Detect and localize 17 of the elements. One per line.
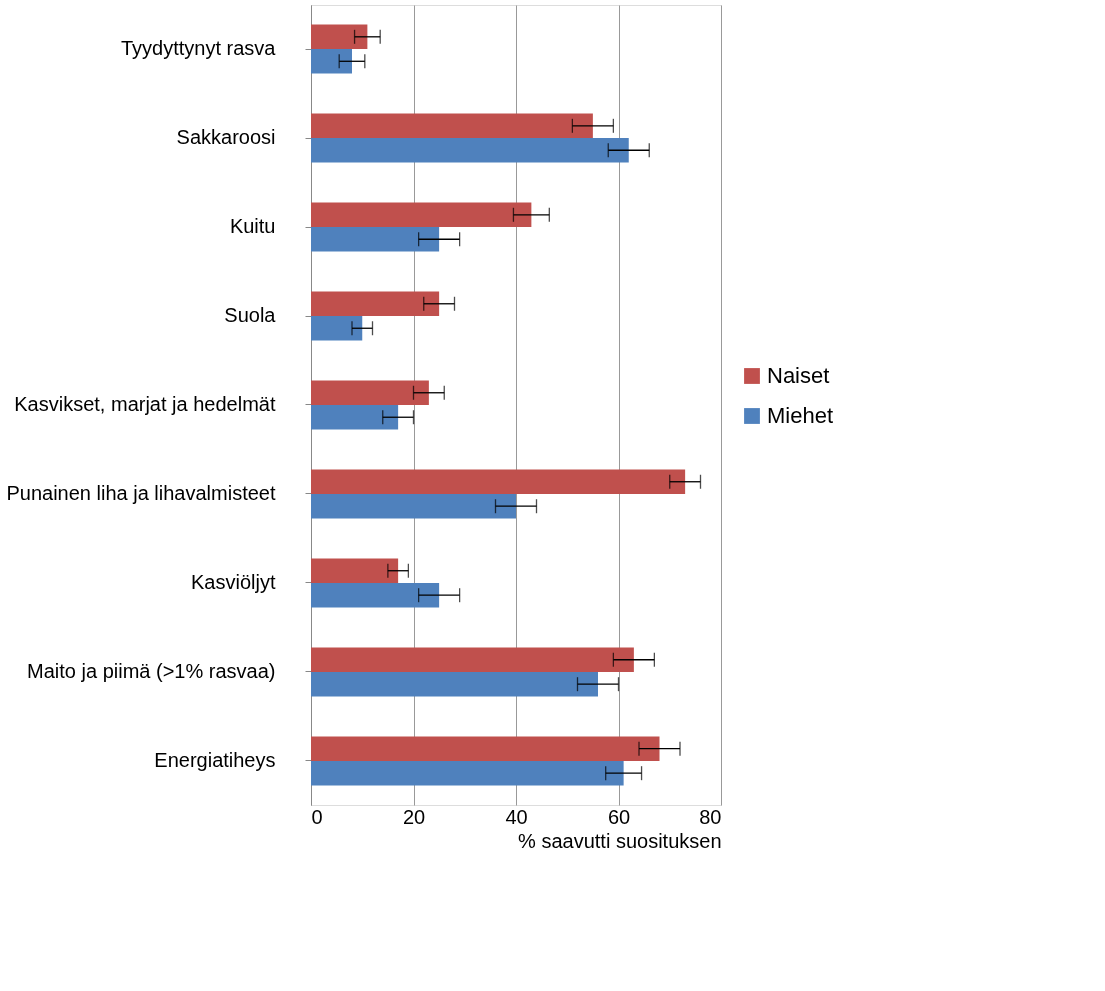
y-tick-label: Energiatiheys xyxy=(154,748,276,771)
y-tick-label: Sakkaroosi xyxy=(176,126,276,149)
legend-label: Naiset xyxy=(767,363,830,388)
x-tick-label: 0 xyxy=(311,805,323,828)
x-tick-label: 20 xyxy=(402,805,426,828)
y-tick-label: Kuitu xyxy=(229,215,276,238)
x-axis-title: % saavutti suosituksen xyxy=(518,829,722,852)
y-tick-label: Maito ja piimä (>1% rasvaa) xyxy=(27,659,276,682)
y-tick-label: Punainen liha ja lihavalmisteet xyxy=(6,481,276,504)
x-tick-label: 60 xyxy=(607,805,631,828)
y-tick-label: Suola xyxy=(224,304,277,327)
y-tick-label: Tyydyttynyt rasva xyxy=(121,37,277,60)
y-tick-label: Kasvikset, marjat ja hedelmät xyxy=(14,393,276,415)
x-tick-label: 80 xyxy=(699,805,722,828)
x-tick-label: 40 xyxy=(505,805,528,828)
legend-label: Miehet xyxy=(767,403,834,428)
y-tick-label: Kasviöljyt xyxy=(191,570,276,593)
